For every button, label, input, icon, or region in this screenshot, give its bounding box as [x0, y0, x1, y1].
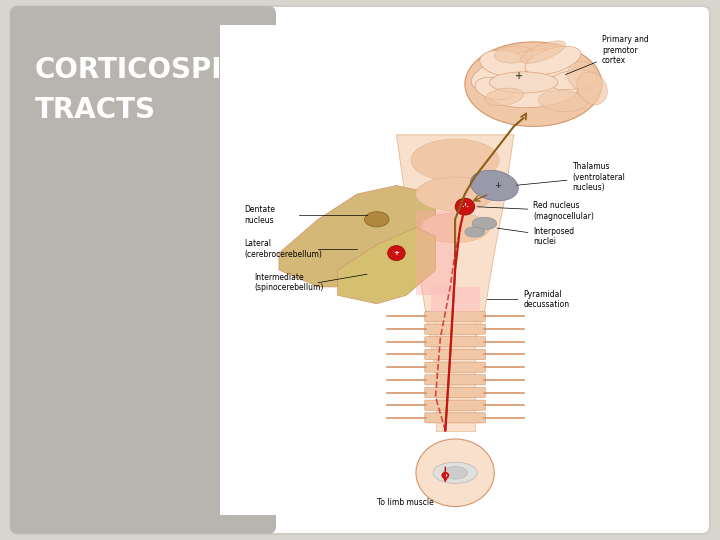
Text: +: + — [494, 181, 500, 190]
Ellipse shape — [416, 177, 494, 211]
FancyBboxPatch shape — [425, 400, 485, 410]
Ellipse shape — [470, 170, 518, 201]
Ellipse shape — [490, 72, 558, 93]
Ellipse shape — [421, 213, 490, 242]
FancyBboxPatch shape — [425, 324, 485, 334]
Ellipse shape — [480, 50, 528, 76]
Text: Red nucleus
(magnocellular): Red nucleus (magnocellular) — [477, 201, 594, 220]
Ellipse shape — [567, 61, 597, 90]
Text: CORTICOSPINAL: CORTICOSPINAL — [35, 56, 284, 84]
Text: Intermediate
(spinocerebellum): Intermediate (spinocerebellum) — [254, 273, 324, 292]
Circle shape — [387, 246, 405, 261]
Ellipse shape — [485, 88, 523, 106]
Text: +: + — [443, 473, 448, 478]
Ellipse shape — [433, 462, 477, 483]
Ellipse shape — [577, 72, 608, 105]
FancyBboxPatch shape — [425, 312, 485, 321]
Text: Dentate
nucleus: Dentate nucleus — [245, 205, 276, 225]
Ellipse shape — [475, 77, 513, 99]
Ellipse shape — [364, 212, 389, 227]
Text: TRACTS: TRACTS — [35, 96, 156, 124]
Text: Lateral
(cerebrocerebellum): Lateral (cerebrocerebellum) — [245, 239, 323, 259]
Ellipse shape — [549, 70, 597, 90]
FancyBboxPatch shape — [425, 387, 485, 397]
Text: +: + — [462, 202, 469, 211]
FancyBboxPatch shape — [431, 287, 480, 312]
Ellipse shape — [490, 77, 577, 107]
Ellipse shape — [525, 46, 581, 75]
FancyBboxPatch shape — [425, 349, 485, 360]
Ellipse shape — [411, 139, 499, 181]
Ellipse shape — [539, 90, 588, 112]
Text: Interposed
nuclei: Interposed nuclei — [497, 226, 575, 246]
Ellipse shape — [521, 40, 566, 63]
Polygon shape — [397, 135, 514, 405]
Text: +: + — [393, 250, 400, 256]
Ellipse shape — [472, 50, 576, 93]
Circle shape — [441, 472, 449, 478]
Ellipse shape — [472, 217, 497, 230]
Text: Primary and
premotor
cortex: Primary and premotor cortex — [565, 36, 649, 75]
Polygon shape — [416, 211, 455, 295]
Ellipse shape — [465, 42, 602, 126]
FancyBboxPatch shape — [220, 25, 690, 515]
Polygon shape — [279, 186, 436, 287]
FancyBboxPatch shape — [10, 6, 710, 534]
Polygon shape — [338, 228, 436, 304]
Ellipse shape — [465, 227, 485, 237]
FancyBboxPatch shape — [425, 362, 485, 372]
Circle shape — [416, 439, 494, 507]
Polygon shape — [436, 312, 474, 430]
Circle shape — [455, 198, 474, 215]
FancyBboxPatch shape — [425, 375, 485, 385]
FancyBboxPatch shape — [10, 6, 276, 534]
Text: Thalamus
(ventrolateral
nucleus): Thalamus (ventrolateral nucleus) — [516, 162, 626, 192]
Text: To limb muscle: To limb muscle — [377, 498, 433, 507]
FancyBboxPatch shape — [425, 413, 485, 423]
Ellipse shape — [495, 46, 534, 63]
Ellipse shape — [443, 467, 467, 479]
Text: +: + — [515, 71, 523, 80]
Text: Pyramidal
decussation: Pyramidal decussation — [487, 290, 570, 309]
FancyBboxPatch shape — [425, 337, 485, 347]
